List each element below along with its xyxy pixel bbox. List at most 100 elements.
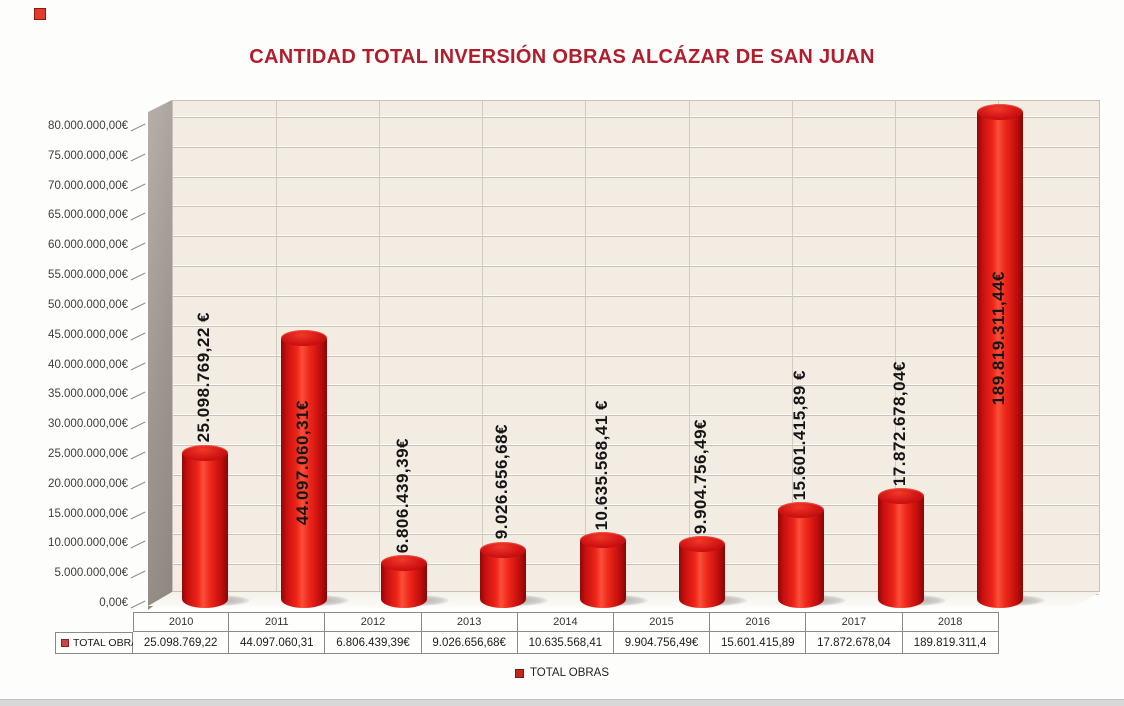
table-year-2015: 2015 [613, 612, 711, 632]
table-year-2013: 2013 [421, 612, 518, 632]
table-year-2012: 2012 [325, 612, 422, 632]
plot-side-wall [148, 100, 172, 610]
gridline-vertical [379, 101, 380, 591]
y-axis-label: 75.000.000,00€ [48, 149, 128, 162]
y-axis-label: 25.000.000,00€ [48, 447, 128, 460]
y-axis-label: 10.000.000,00€ [48, 537, 128, 550]
chart-legend[interactable]: TOTAL OBRAS [0, 667, 1124, 679]
table-year-2017: 2017 [806, 612, 903, 632]
table-year-row: 2010 2011 2012 2013 2014 2015 2016 2017 2018 [55, 612, 999, 632]
gridline-horizontal [173, 503, 1099, 505]
y-axis-tick [130, 362, 146, 370]
table-value-2015: 9.904.756,49€ [613, 632, 711, 654]
legend-label: TOTAL OBRAS [529, 667, 610, 679]
gridline-vertical [689, 101, 690, 591]
bar-2018[interactable] [977, 112, 1024, 608]
series-key-icon [61, 639, 69, 647]
gridline-vertical [585, 101, 586, 591]
y-axis-label: 65.000.000,00€ [48, 209, 128, 222]
table-value-2017: 17.872.678,04 [806, 632, 903, 654]
gridline-horizontal [173, 443, 1099, 445]
gridline-vertical [276, 101, 277, 591]
bar-2015[interactable] [679, 544, 725, 608]
y-axis-label: 80.000.000,00€ [48, 120, 128, 132]
y-axis-tick [130, 332, 146, 341]
y-axis-tick [130, 600, 146, 609]
gridline-horizontal [173, 473, 1099, 475]
table-value-2016: 15.601.415,89 [710, 632, 807, 654]
y-axis-tick [130, 183, 146, 192]
bar-2016[interactable] [778, 510, 825, 608]
y-axis-tick [130, 391, 146, 400]
series-key-label: TOTAL OBRAS [73, 637, 146, 649]
gridline-vertical [792, 101, 793, 591]
window-edge [0, 699, 1124, 706]
table-year-2014: 2014 [517, 612, 614, 632]
y-axis-label: 60.000.000,00€ [48, 239, 128, 252]
y-axis-tick [130, 451, 146, 460]
bar-label-2016: 15.601.415,89 € [790, 369, 810, 501]
y-axis-tick [130, 242, 146, 251]
y-axis-tick [130, 481, 146, 490]
y-axis-label: 50.000.000,00€ [48, 298, 128, 311]
table-year-2016: 2016 [710, 612, 807, 632]
bar-label-2013: 9.026.656,68€ [492, 424, 512, 540]
table-year-2011: 2011 [229, 612, 326, 632]
y-axis-tick [130, 153, 146, 162]
bar-2014[interactable] [579, 539, 626, 608]
gridline-horizontal [173, 205, 1099, 207]
table-value-2012: 6.806.439,39€ [325, 632, 422, 654]
gridline-horizontal [173, 235, 1099, 237]
bar-cap-2016 [778, 502, 825, 518]
bar-label-2010: 25.098.769,22 € [194, 312, 213, 443]
bar-cap-2010 [182, 444, 228, 461]
table-year-2018: 2018 [902, 612, 999, 632]
gridline-vertical [482, 101, 483, 591]
gridline-horizontal [173, 175, 1099, 177]
table-value-2013: 9.026.656,68€ [421, 632, 518, 654]
y-axis-label: 35.000.000,00€ [48, 388, 128, 401]
gridline-horizontal [173, 563, 1099, 565]
y-axis-label: 30.000.000,00€ [48, 418, 128, 431]
bar-2017[interactable] [877, 496, 924, 608]
table-value-2011: 44.097.060,31 [229, 632, 326, 654]
gridline-horizontal [173, 265, 1099, 267]
gridline-horizontal [173, 324, 1099, 326]
y-axis-tick [130, 421, 146, 430]
y-axis-label: 5.000.000,00€ [54, 567, 128, 580]
bar-cap-2018 [977, 104, 1024, 120]
bar-2013[interactable] [480, 549, 527, 608]
gridline-horizontal [173, 414, 1099, 416]
bar-cap-2017 [877, 488, 924, 505]
bar-2011[interactable] [281, 338, 328, 608]
table-value-2010: 25.098.769,22 [133, 632, 230, 654]
y-axis-label: 20.000.000,00€ [48, 477, 128, 490]
gridline-horizontal [173, 145, 1099, 147]
y-axis-label: 0,00€ [99, 597, 128, 609]
table-year-2010: 2010 [133, 612, 230, 632]
y-axis-tick [130, 511, 146, 520]
bar-cap-2013 [480, 541, 527, 558]
y-axis-label: 45.000.000,00€ [48, 328, 128, 341]
gridline-horizontal [173, 384, 1099, 386]
y-axis-tick [130, 570, 146, 579]
bar-label-2014: 10.635.568,41 € [591, 399, 611, 530]
y-axis-tick [130, 123, 146, 132]
table-value-row: TOTAL OBRAS 25.098.769,22 44.097.060,31 6.8… [55, 632, 999, 654]
y-axis-label: 55.000.000,00€ [48, 269, 128, 282]
bar-cap-2015 [679, 536, 725, 553]
table-value-2018: 189.819.311,4 [902, 632, 999, 654]
y-axis-label: 40.000.000,00€ [48, 358, 128, 371]
bar-label-2012: 6.806.439,39€ [392, 437, 412, 553]
bar-label-2017: 17.872.678,04€ [889, 361, 909, 487]
table-corner-spacer [55, 612, 133, 632]
bar-cap-2014 [579, 531, 626, 548]
y-axis-tick [130, 272, 146, 281]
data-table: 2010 2011 2012 2013 2014 2015 2016 2017 2018 TOTA… [55, 612, 999, 654]
y-axis-tick [130, 540, 146, 549]
y-axis-label: 70.000.000,00€ [48, 179, 128, 192]
y-axis-tick [130, 212, 146, 221]
y-axis-label: 15.000.000,00€ [48, 507, 128, 520]
bar-2010[interactable] [182, 452, 228, 608]
